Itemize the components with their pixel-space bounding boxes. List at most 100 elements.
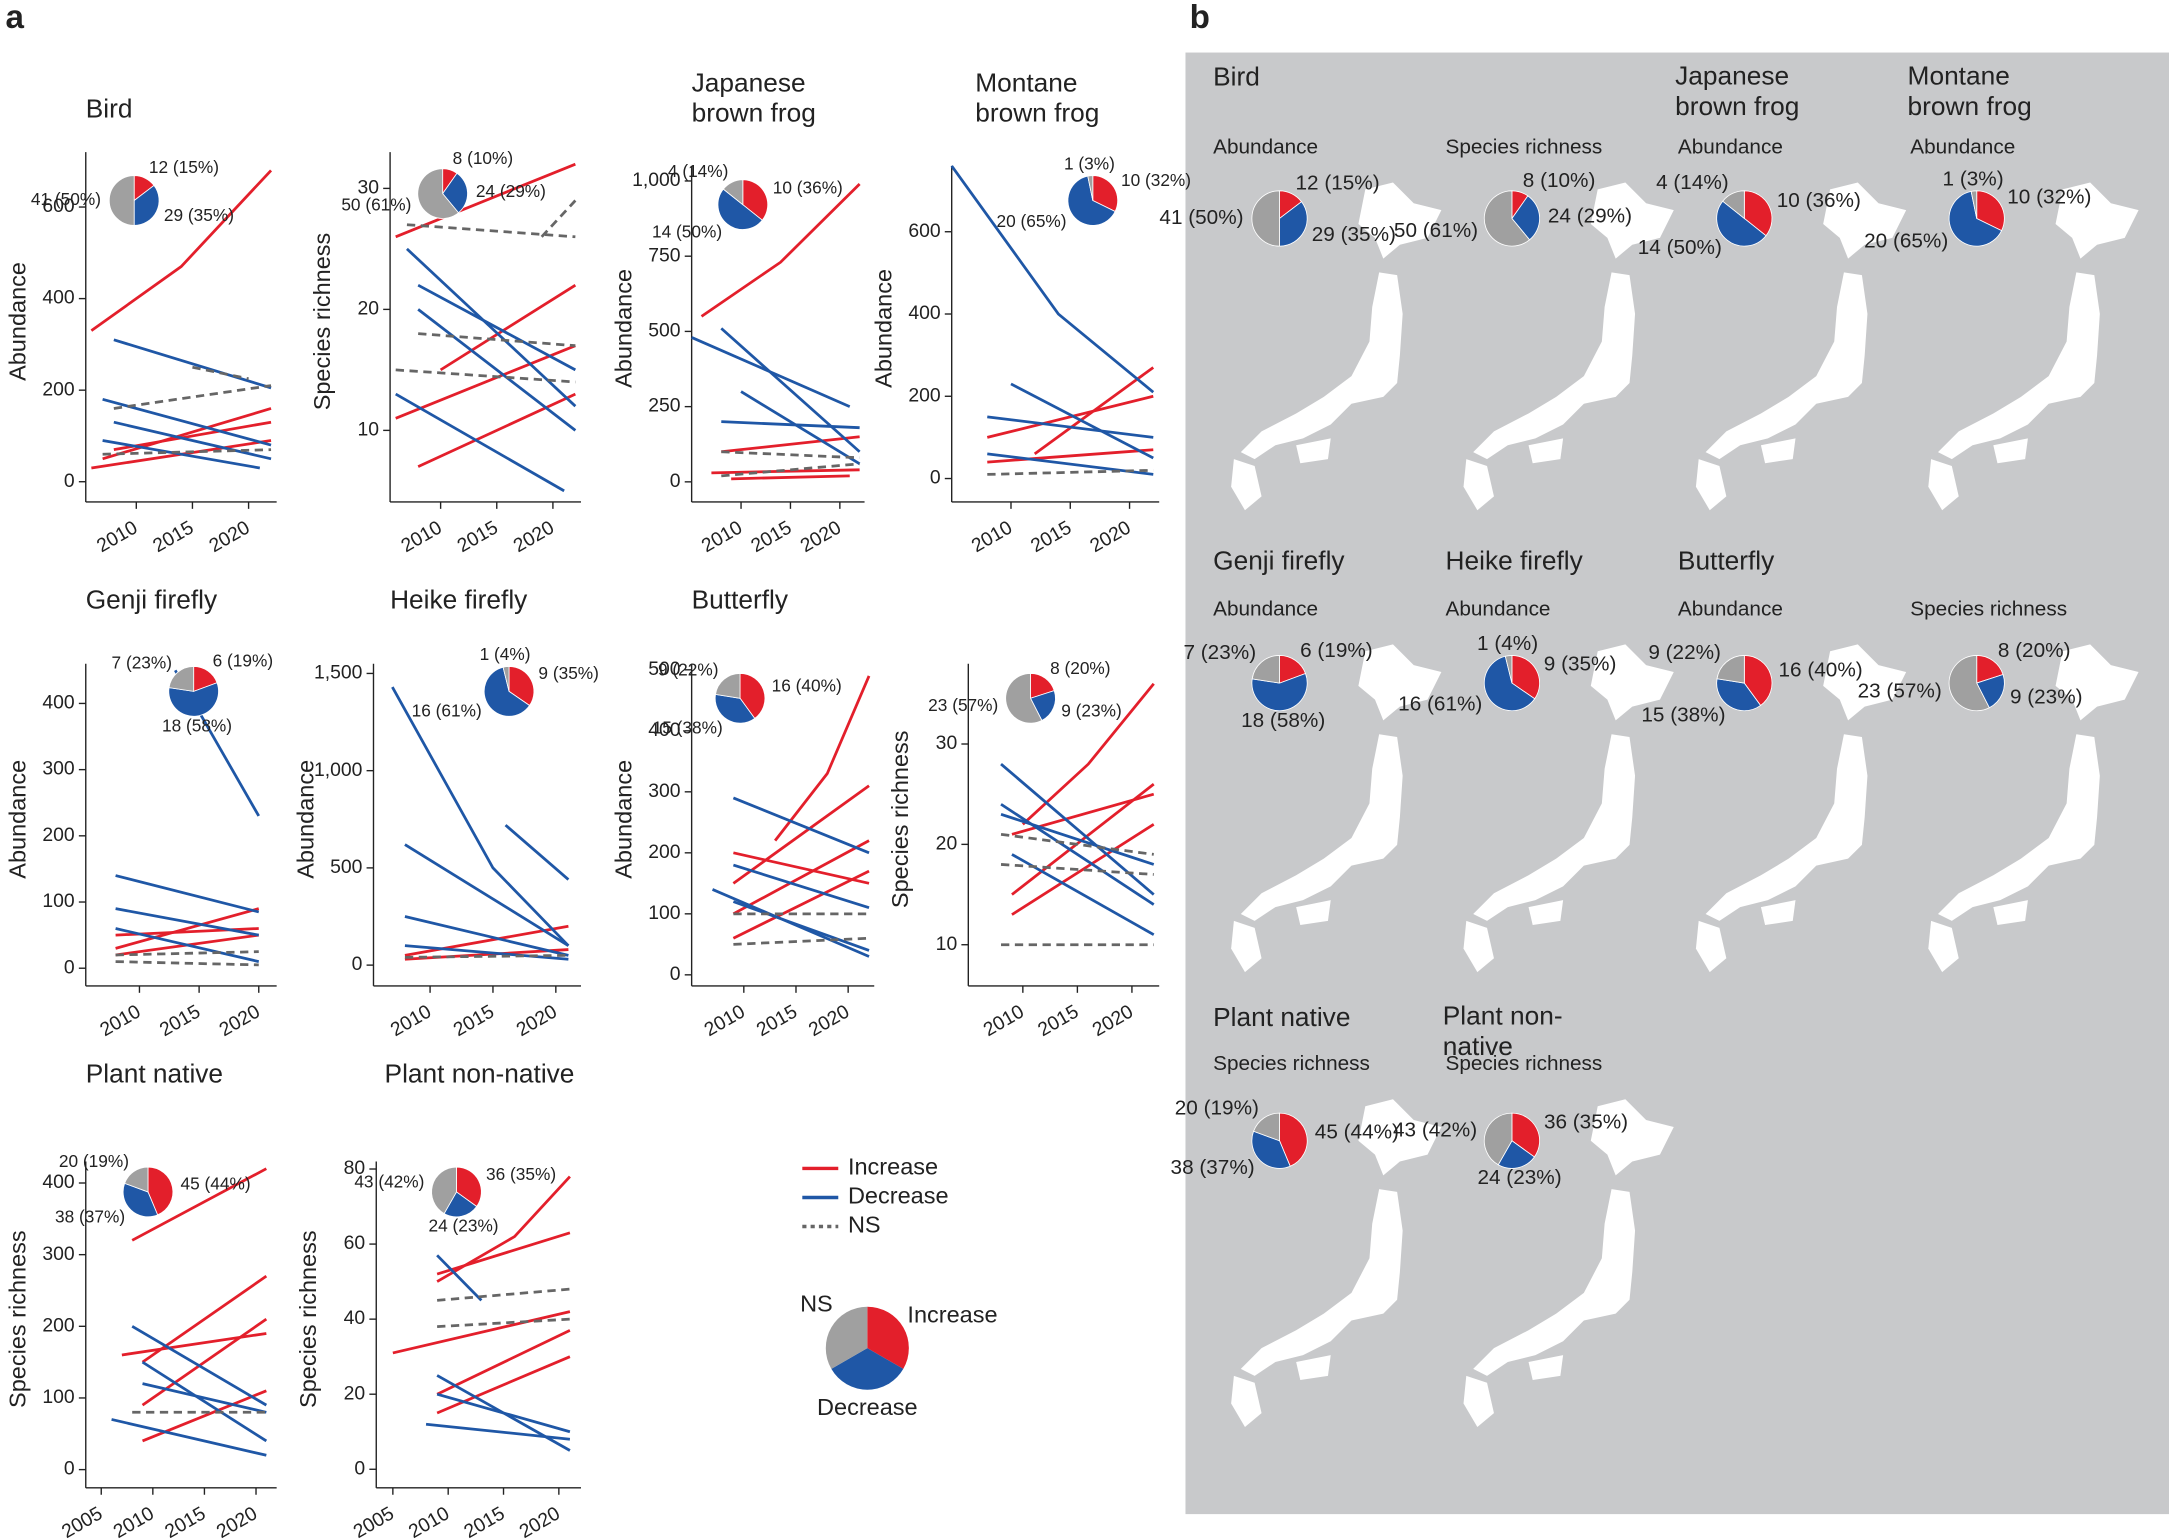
x-tick-label: 2010 bbox=[387, 1000, 436, 1041]
trend-line bbox=[700, 183, 861, 318]
key-label: NS bbox=[800, 1291, 833, 1317]
chart-title-box: Plant non-native bbox=[1442, 1002, 1563, 1062]
chart-title: Japanese brown frog bbox=[1675, 62, 1800, 122]
trend-line bbox=[395, 368, 576, 384]
legend-label: Decrease bbox=[848, 1183, 949, 1209]
pie-slice bbox=[122, 1182, 159, 1218]
y-tick-label: 10 bbox=[357, 418, 379, 440]
y-tick-label: 1,000 bbox=[632, 169, 681, 191]
pie-label: 1 (3%) bbox=[1064, 153, 1115, 173]
map-title: Butterfly bbox=[1678, 546, 1775, 576]
trend-line bbox=[115, 907, 260, 937]
trend-line bbox=[1021, 682, 1155, 826]
pie-slice bbox=[714, 693, 756, 724]
pie-slice bbox=[1029, 690, 1056, 722]
pie-slice bbox=[1976, 190, 2005, 232]
trend-line bbox=[102, 439, 261, 470]
pie-slice bbox=[431, 1166, 457, 1215]
trend-line bbox=[436, 1231, 571, 1276]
x-tick-label: 2015 bbox=[149, 517, 197, 558]
y-axis-label: Abundance bbox=[5, 262, 31, 381]
trend-line bbox=[406, 223, 576, 239]
pie-label: 10 (32%) bbox=[1121, 170, 1191, 190]
pie-slice bbox=[1092, 175, 1119, 213]
chart-title: Plant non-native bbox=[1442, 1002, 1563, 1062]
x-tick-label: 2010 bbox=[968, 516, 1017, 557]
trend-line bbox=[102, 448, 272, 456]
y-tick-label: 100 bbox=[42, 1386, 75, 1408]
pie-slice bbox=[1970, 190, 1978, 219]
x-tick-label: 2020 bbox=[216, 1000, 265, 1041]
x-tick-label: 2020 bbox=[797, 516, 846, 557]
pie-slice bbox=[1279, 1112, 1308, 1167]
x-tick-label: 2015 bbox=[1034, 1000, 1082, 1041]
y-tick-label: 250 bbox=[648, 395, 681, 417]
pie-label: 6 (19%) bbox=[213, 650, 273, 670]
pie-slice bbox=[1253, 1112, 1280, 1142]
pie-label: 9 (22%) bbox=[658, 660, 718, 680]
chart-title: Plant non-native bbox=[385, 1059, 575, 1089]
trend-line bbox=[732, 869, 870, 940]
trend-line bbox=[437, 1317, 570, 1329]
trend-line bbox=[987, 468, 1154, 476]
pie-label: 9 (22%) bbox=[1648, 641, 1721, 664]
trend-line bbox=[115, 927, 260, 963]
y-tick-label: 200 bbox=[648, 841, 681, 863]
pie-slice bbox=[502, 666, 510, 692]
chart-title: Montane brown frog bbox=[975, 69, 1100, 129]
pie-slice bbox=[1483, 655, 1536, 712]
x-tick-label: 2015 bbox=[161, 1502, 209, 1539]
pie-label: 38 (37%) bbox=[1171, 1156, 1255, 1179]
pie-slice bbox=[168, 666, 195, 692]
y-tick-label: 600 bbox=[42, 195, 75, 217]
y-axis-label: Species richness bbox=[887, 730, 913, 908]
pie-label: 23 (57%) bbox=[1858, 680, 1942, 703]
pie-slice bbox=[1483, 1112, 1513, 1166]
map-subtitle: Abundance bbox=[1678, 597, 1783, 620]
trend-line bbox=[131, 1167, 267, 1242]
trend-line bbox=[404, 843, 570, 947]
pie-label: 12 (15%) bbox=[149, 157, 219, 177]
trend-line bbox=[436, 1392, 571, 1434]
pie-slice bbox=[1722, 190, 1745, 220]
trend-line bbox=[404, 915, 569, 957]
x-tick-label: 2015 bbox=[753, 1000, 801, 1041]
pie-label: 16 (40%) bbox=[1779, 659, 1863, 682]
trend-line bbox=[418, 332, 576, 348]
trend-line bbox=[417, 283, 577, 372]
pie-slice bbox=[168, 682, 219, 717]
trend-line bbox=[141, 1318, 268, 1407]
trend-line bbox=[90, 169, 273, 332]
pie-slice bbox=[714, 672, 741, 699]
pie-slice bbox=[1743, 190, 1773, 237]
pie-slice bbox=[1251, 1130, 1291, 1169]
x-tick-label: 2020 bbox=[513, 1000, 562, 1041]
trend-line bbox=[113, 338, 272, 390]
trend-line bbox=[102, 407, 272, 461]
pie-slice bbox=[108, 175, 135, 226]
legend: Increase Decrease NS Increase Decrease N… bbox=[800, 1154, 998, 1421]
chart-title-box: Montane brown frog bbox=[975, 69, 1100, 129]
chart-title: Bird bbox=[86, 94, 133, 124]
pie-label: 10 (36%) bbox=[1777, 189, 1861, 212]
pie-label: 23 (57%) bbox=[928, 695, 998, 715]
y-tick-label: 500 bbox=[648, 320, 681, 342]
trend-line bbox=[1011, 823, 1155, 916]
pie-label: 16 (61%) bbox=[412, 700, 482, 720]
y-tick-label: 600 bbox=[908, 220, 941, 242]
y-axis-label: Abundance bbox=[292, 760, 318, 879]
pie-slice bbox=[147, 1166, 174, 1216]
chart-title: Japanese brown frog bbox=[691, 69, 816, 129]
pie-label: 9 (35%) bbox=[538, 663, 598, 683]
pie-slice bbox=[1504, 655, 1513, 684]
x-tick-label: 2015 bbox=[156, 1000, 204, 1041]
pie-label: 20 (65%) bbox=[1864, 230, 1948, 253]
chart-title-box: Japanese brown frog bbox=[691, 69, 816, 129]
y-tick-label: 80 bbox=[344, 1157, 366, 1179]
pie-label: 24 (29%) bbox=[476, 181, 546, 201]
trend-line bbox=[142, 1382, 267, 1414]
pie-slice bbox=[417, 168, 460, 219]
pie-label: 8 (20%) bbox=[1998, 639, 2071, 662]
y-tick-label: 300 bbox=[648, 780, 681, 802]
